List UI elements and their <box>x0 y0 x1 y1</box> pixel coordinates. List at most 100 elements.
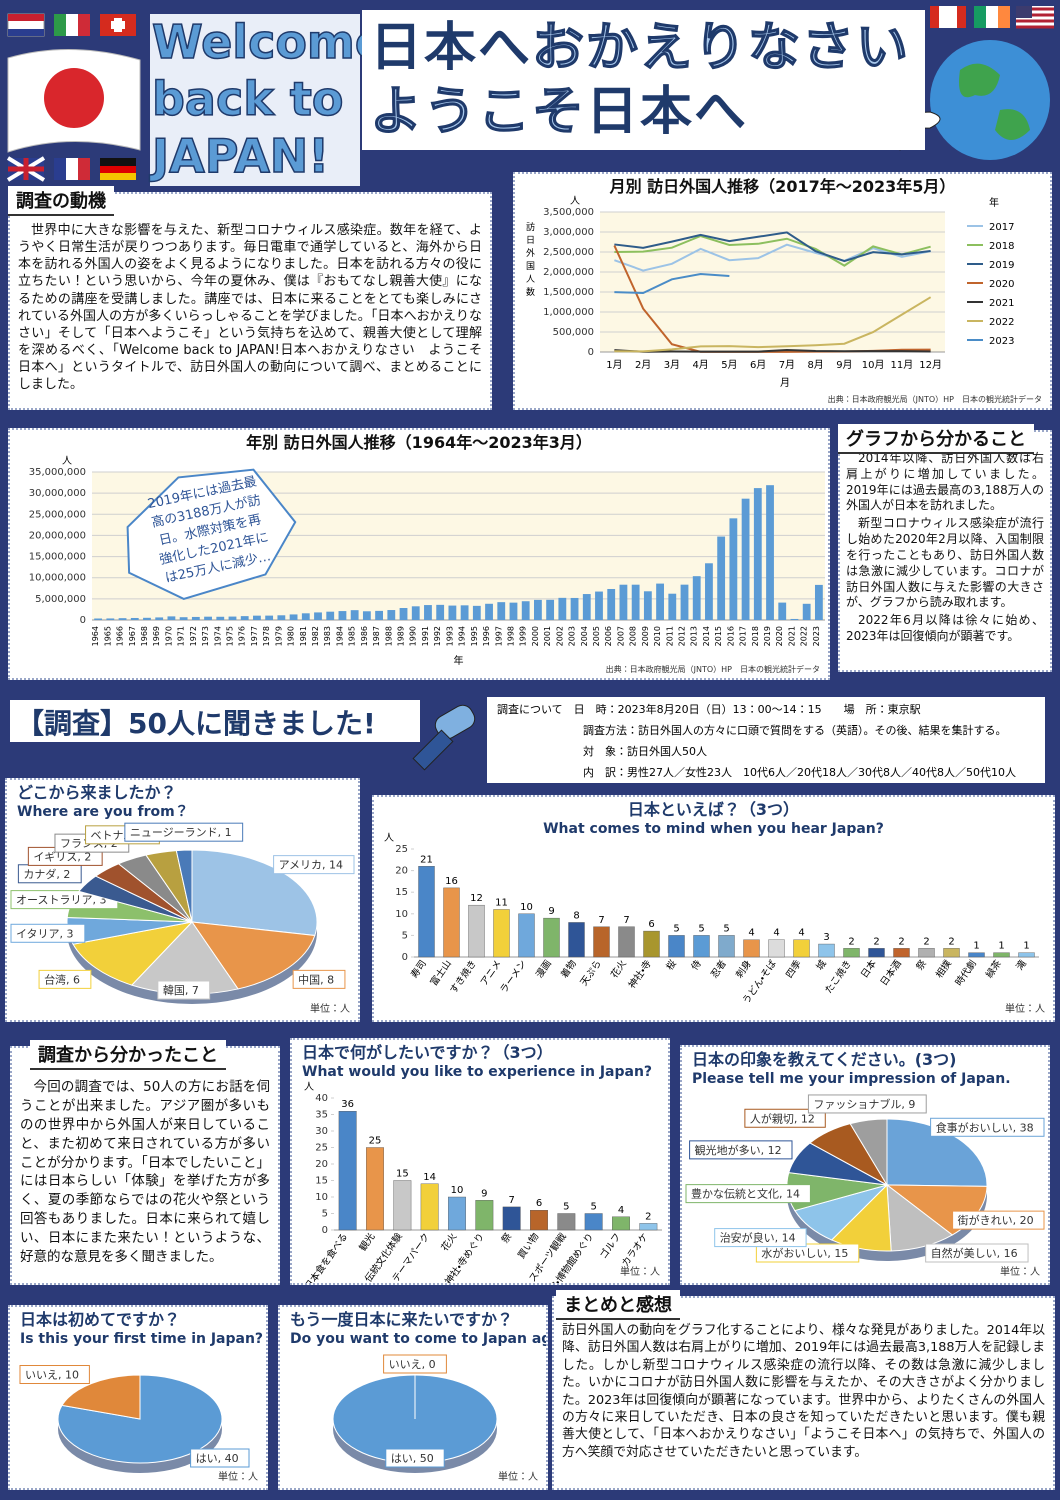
bar <box>338 611 347 620</box>
bar <box>593 926 610 958</box>
survey-findings-panel: 今回の調査では、50人の方にお話を伺うことが出来ました。アジア圏が多いものの世界… <box>10 1046 280 1285</box>
experience-bar-chart: 日本で何がしたいですか？（3つ） What would you like to e… <box>302 1043 662 1310</box>
x-tick-label: 4月 <box>692 359 708 371</box>
x-tick-label: 10月 <box>862 359 885 371</box>
data-label: 4 <box>798 928 804 939</box>
bar <box>277 615 286 620</box>
data-label: 2 <box>873 936 879 947</box>
summary-panel: 訪日外国人の動向をグラフ化することにより、様々な発見がありました。2014年以降… <box>552 1296 1055 1490</box>
x-tick-label: 2016 <box>726 626 735 646</box>
chart-subtitle: Do you want to come to Japan again? <box>290 1331 546 1347</box>
x-tick-label: 2000 <box>531 626 540 646</box>
bar <box>570 597 579 620</box>
bar <box>485 603 493 620</box>
x-tick-label: 1994 <box>458 626 467 646</box>
bar <box>717 536 726 620</box>
pie-label: カナダ, 2 <box>23 867 70 881</box>
pie-label-box <box>157 980 211 1000</box>
globe <box>930 40 1050 160</box>
paragraph: 2022年6月以降は徐々に始め、2023年は回復傾向が顕著です。 <box>846 613 1044 644</box>
bar <box>289 614 298 620</box>
x-tick-label: 12月 <box>919 359 942 371</box>
bar <box>179 617 188 620</box>
legend-label: 2019 <box>989 260 1014 271</box>
pie-label: いいえ, 10 <box>25 1369 79 1382</box>
x-tick-label: 2020 <box>775 626 784 646</box>
data-label: 16 <box>445 876 458 887</box>
chart-subtitle: What would you like to experience in Jap… <box>302 1064 652 1080</box>
flag-stripe <box>54 158 66 180</box>
data-label: 1 <box>973 941 979 952</box>
title-jp-part: 日本へ <box>586 82 749 142</box>
data-label: 7 <box>623 915 629 926</box>
source-note: 出典：日本政府観光局（JNTO）HP 日本の観光統計データ <box>828 394 1042 404</box>
data-label: 2 <box>948 936 954 947</box>
chart-title: 日本の印象を教えてください。(3つ) <box>692 1050 956 1069</box>
x-tick-label: 侍 <box>689 958 704 973</box>
japan-image-bar-chart: 日本といえば？（3つ） What comes to mind when you h… <box>384 800 1045 1015</box>
y-axis-label: 訪日外国人数 <box>524 221 535 300</box>
bar <box>240 616 249 620</box>
x-tick-label: 1997 <box>494 626 503 646</box>
flag-canton <box>1016 6 1032 18</box>
bar <box>216 616 225 620</box>
chart-panel: 日本は初めてですか？ Is this your first time in Jap… <box>8 1305 268 1490</box>
x-tick-label: 1967 <box>128 626 137 646</box>
x-tick-label: 5月 <box>721 359 737 371</box>
x-tick-label: 2015 <box>714 626 723 646</box>
x-tick-label: 7月 <box>779 359 795 371</box>
unit-note: 単位：人 <box>620 1265 660 1278</box>
x-tick-label: 1982 <box>311 626 320 646</box>
data-label: 11 <box>495 897 508 908</box>
bar <box>393 1180 412 1231</box>
x-tick-label: 2018 <box>751 626 760 646</box>
summary-text: 訪日外国人の動向をグラフ化することにより、様々な発見がありました。2014年以降… <box>562 1323 1045 1460</box>
bar <box>497 602 506 620</box>
bar <box>468 904 485 958</box>
unit-note: 単位：人 <box>498 1470 538 1483</box>
bar <box>656 583 664 620</box>
data-label: 9 <box>481 1188 487 1199</box>
x-tick-label: 1978 <box>262 626 271 646</box>
bar <box>993 952 1010 958</box>
bar <box>612 1216 630 1231</box>
title-en-line: JAPAN! <box>151 128 330 184</box>
x-tick-label: 2007 <box>616 626 625 646</box>
chart-title: 日本といえば？（3つ） <box>628 800 799 819</box>
bar <box>443 887 460 958</box>
bar <box>436 604 445 620</box>
bar <box>968 952 985 958</box>
pie-label-box <box>689 1140 793 1160</box>
x-tick-label: 天ぷら <box>579 958 604 988</box>
series-line <box>614 243 931 272</box>
pie-label: 豊かな伝統と文化, 14 <box>691 1187 800 1201</box>
bar <box>778 602 787 620</box>
x-tick-label: 3月 <box>664 359 680 371</box>
bar <box>918 948 935 958</box>
bar <box>106 618 115 620</box>
x-tick-label: 1987 <box>372 626 381 646</box>
header-decor <box>6 6 1054 182</box>
x-tick-label: 刺身 <box>733 958 754 980</box>
chart-subtitle: Is this your first time in Japan? <box>20 1331 263 1347</box>
chart-title: もう一度日本に来たいですか？ <box>290 1310 513 1329</box>
flag-cross <box>8 158 44 180</box>
bar <box>768 939 785 958</box>
y-tick-label: 10 <box>315 1192 328 1203</box>
bar <box>729 518 738 620</box>
x-tick-label: 1974 <box>213 626 222 646</box>
bar <box>387 610 396 620</box>
y-tick-label: 0 <box>322 1225 328 1236</box>
flag-stripe <box>54 14 66 36</box>
pie-label-box <box>685 1184 811 1204</box>
x-tick-label: 2019 <box>763 626 772 646</box>
bar <box>399 608 408 620</box>
bar <box>472 605 481 620</box>
x-tick-label: 1981 <box>299 626 308 646</box>
pie-label: 台湾, 6 <box>44 972 80 986</box>
unit-note: 単位：人 <box>1005 1002 1045 1015</box>
x-tick-label: 11月 <box>891 359 914 371</box>
x-tick-label: 1983 <box>323 626 332 646</box>
x-tick-label: 日本酒 <box>878 957 904 988</box>
data-label: 14 <box>423 1172 436 1183</box>
